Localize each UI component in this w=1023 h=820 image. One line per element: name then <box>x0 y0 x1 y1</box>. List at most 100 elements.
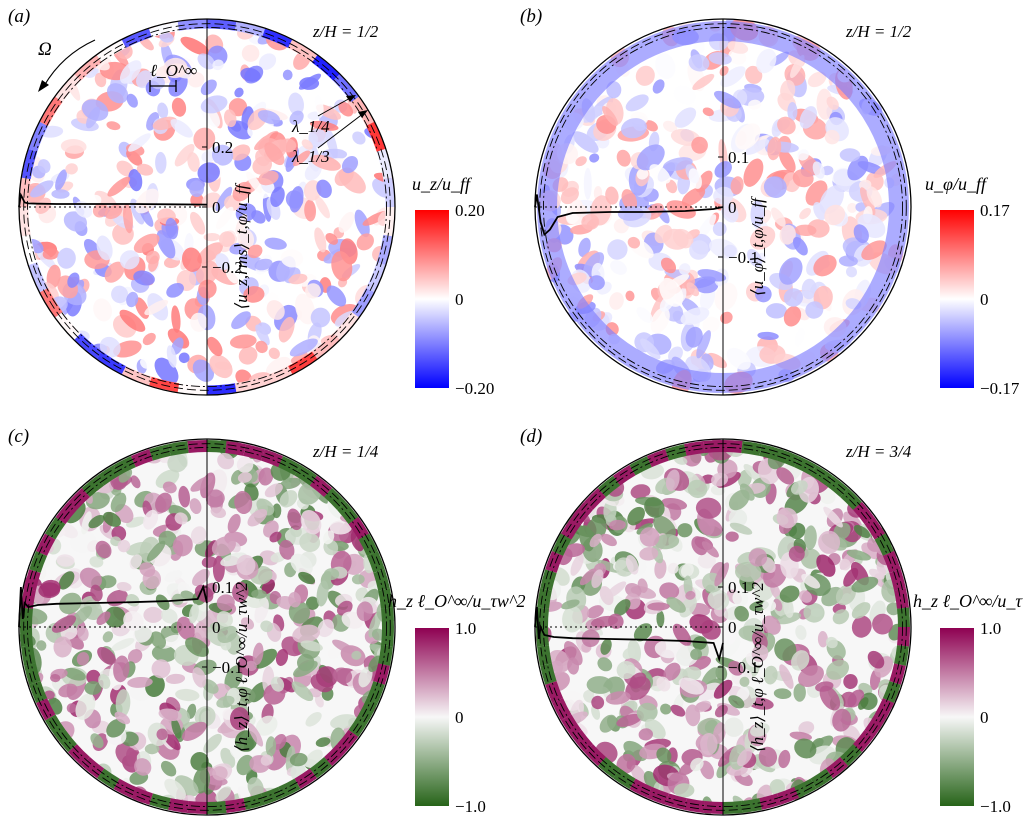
field-blob <box>174 143 195 167</box>
field-blob <box>799 106 817 129</box>
field-blob <box>622 647 636 660</box>
field-blob <box>656 747 672 763</box>
field-blob <box>813 254 837 277</box>
field-blob <box>119 60 142 84</box>
field-blob <box>581 213 600 231</box>
field-blob <box>64 667 86 681</box>
wall-segment <box>864 714 885 737</box>
wall-segment <box>381 607 394 628</box>
wall-segment <box>777 449 800 468</box>
field-blob <box>113 340 142 358</box>
field-blob <box>77 625 89 641</box>
field-blob <box>266 300 285 320</box>
field-blob <box>726 347 751 370</box>
profile-label: ⟨h_z⟩_t,φ ℓ_O^∞/u_τw^2 <box>232 582 251 752</box>
field-blob <box>123 203 133 234</box>
field-blob <box>212 766 228 781</box>
field-blob <box>824 204 846 226</box>
panel-b: 0.1 0 −0.1⟨u_φ⟩_t,φ/u_ff <box>534 18 912 396</box>
field-blob <box>600 638 612 655</box>
field-blob <box>192 667 207 688</box>
field-blob <box>151 659 171 679</box>
field-blob <box>629 672 647 689</box>
wall-segment <box>381 626 394 647</box>
field-blob <box>691 536 708 556</box>
field-blob <box>761 599 777 612</box>
field-blob <box>279 539 295 560</box>
wall-segment <box>684 798 705 813</box>
profile-curve <box>534 606 724 663</box>
field-blob <box>700 733 718 756</box>
field-blob <box>787 102 798 121</box>
colorbar-tick-label: −1.0 <box>980 797 1011 816</box>
field-blob <box>278 316 295 343</box>
field-blob <box>129 554 142 570</box>
field-blob <box>776 507 798 529</box>
field-blob <box>310 307 331 328</box>
field-blob <box>126 291 139 308</box>
field-blob <box>358 666 373 688</box>
wall-segment <box>21 645 36 666</box>
wall-segment <box>97 465 120 486</box>
profile-curve <box>534 194 724 237</box>
field-blob <box>688 168 702 189</box>
field-blob <box>174 512 188 525</box>
field-blob <box>745 65 763 84</box>
wall-segment <box>261 449 284 468</box>
ytick-label: 0 <box>212 198 221 217</box>
field-blob <box>797 149 809 161</box>
field-blob <box>714 562 730 587</box>
field-blob <box>757 331 779 340</box>
field-blob <box>209 354 233 379</box>
field-blob <box>794 327 805 347</box>
wall-segment <box>741 798 762 813</box>
field-blob <box>36 249 57 270</box>
field-blob <box>229 745 241 759</box>
wall-segment <box>234 376 265 393</box>
field-blob <box>201 151 215 163</box>
field-blob <box>164 778 186 800</box>
field-blob <box>232 581 249 603</box>
field-blob <box>826 96 839 110</box>
field-blob <box>50 673 61 683</box>
field-blob <box>216 695 235 708</box>
colorbar-tick-label: 0 <box>980 708 989 727</box>
lambda-1-4-arrow <box>317 96 353 117</box>
field-blob <box>60 138 87 154</box>
wall-segment <box>373 663 390 685</box>
wall-segment <box>894 588 909 609</box>
field-blob <box>851 602 871 619</box>
field-blob <box>329 520 352 535</box>
field-blob <box>589 533 602 548</box>
field-blob <box>616 149 631 167</box>
field-blob <box>275 648 289 666</box>
panel-d: 0.1 0 −0.1⟨h_z⟩_t,φ ℓ_O^∞/u_τw^2 <box>534 438 912 816</box>
field-blob <box>798 721 815 735</box>
field-blob <box>591 569 604 589</box>
wall-segment <box>540 663 557 685</box>
field-blob <box>152 116 178 131</box>
field-blob <box>193 127 216 151</box>
field-blob <box>163 57 188 79</box>
field-blob <box>765 303 787 319</box>
ytick-label: 0 <box>728 618 737 637</box>
field-blob <box>791 650 810 671</box>
field-blob <box>180 590 195 601</box>
field-blob <box>771 207 786 227</box>
wall-segment <box>294 768 317 789</box>
field-blob <box>779 664 794 689</box>
wall-segment <box>561 517 582 540</box>
field-blob <box>798 590 813 603</box>
field-blob <box>247 244 263 259</box>
wall-segment <box>665 444 687 461</box>
field-blob <box>845 266 858 278</box>
field-blob <box>65 163 78 175</box>
wall-segment <box>358 698 378 721</box>
field-blob <box>269 531 282 543</box>
field-blob <box>165 673 186 684</box>
field-blob <box>264 483 283 498</box>
field-blob <box>258 170 279 186</box>
wall-segment <box>55 729 77 753</box>
field-blob <box>670 704 686 717</box>
